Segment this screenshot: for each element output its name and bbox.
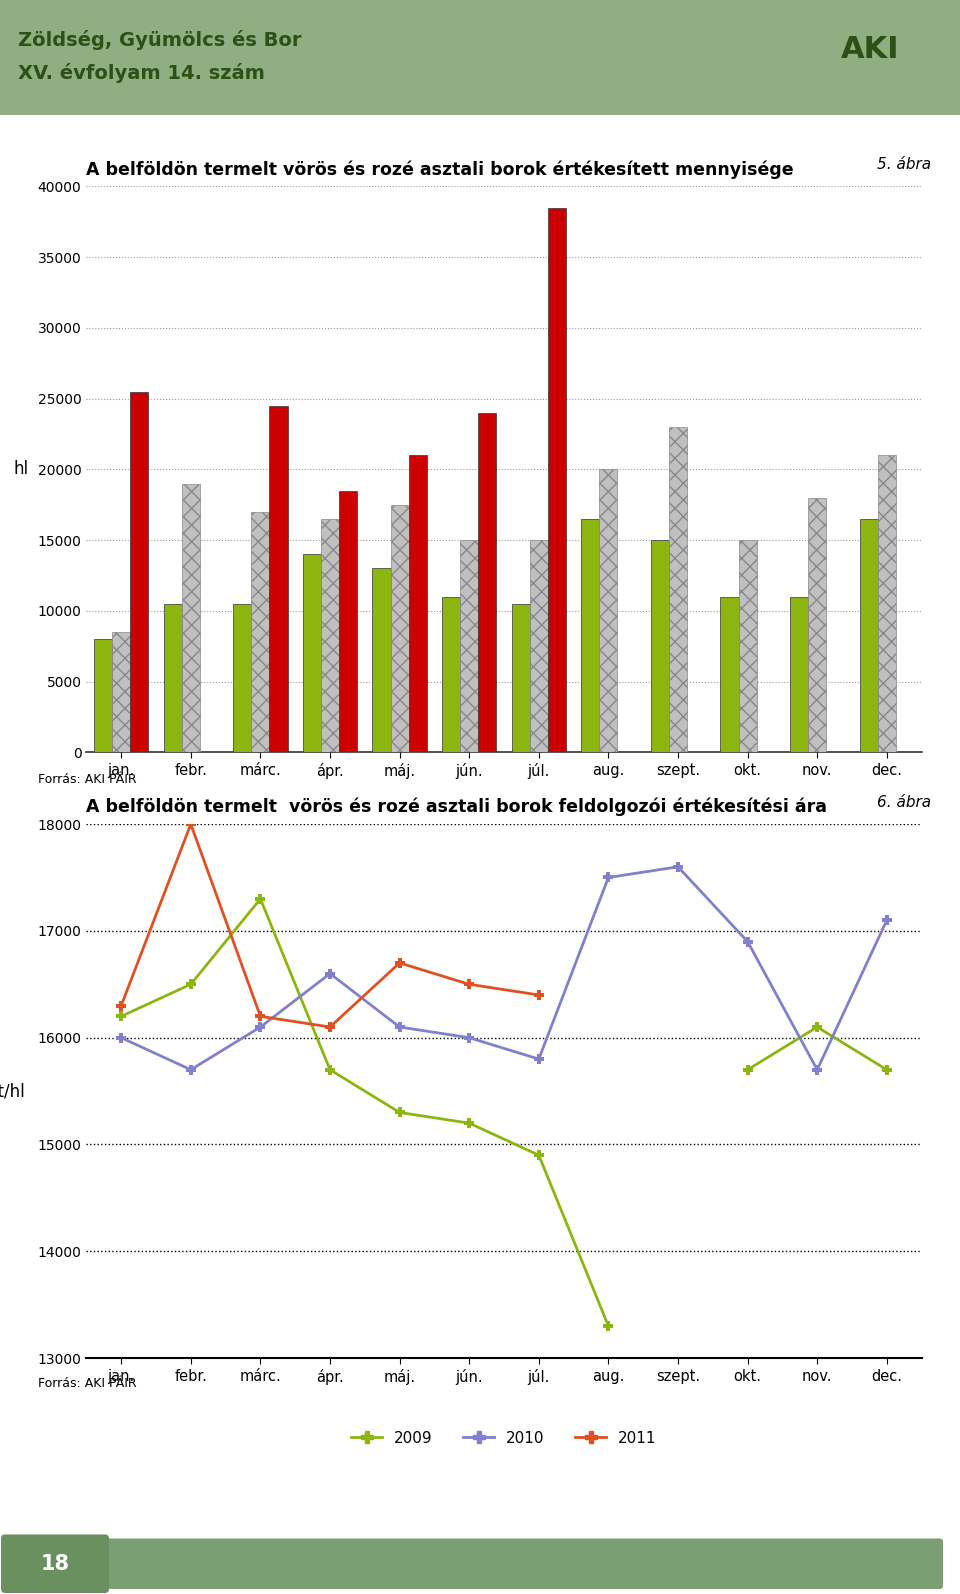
Bar (720, 596, 738, 752)
2010 (881, 910, 893, 929)
2011 (394, 953, 405, 972)
2009 (533, 1146, 544, 1165)
Bar (442, 596, 460, 752)
Bar (163, 604, 181, 752)
2010 (672, 858, 684, 877)
2010 (115, 1028, 127, 1047)
Text: Forrás: AKI PÁIR: Forrás: AKI PÁIR (38, 773, 137, 786)
Text: 6. ábra: 6. ábra (877, 795, 931, 810)
FancyBboxPatch shape (715, 0, 960, 118)
2010 (464, 1028, 475, 1047)
Bar (302, 555, 321, 752)
Y-axis label: hl: hl (13, 461, 29, 478)
Text: 5. ábra: 5. ábra (877, 158, 931, 172)
Bar (391, 505, 409, 752)
Bar (790, 596, 808, 752)
Bar (859, 520, 877, 752)
Bar (270, 406, 288, 752)
2009 (324, 1060, 336, 1079)
2011 (533, 985, 544, 1004)
2009 (115, 1007, 127, 1027)
Bar (738, 540, 756, 752)
2009 (254, 889, 266, 909)
Text: 18: 18 (40, 1554, 69, 1573)
Y-axis label: Ft/hl: Ft/hl (0, 1082, 25, 1100)
Bar (512, 604, 530, 752)
Bar (409, 456, 427, 752)
Bar (112, 633, 131, 752)
Bar (233, 604, 252, 752)
Bar (460, 540, 478, 752)
2010 (533, 1049, 544, 1068)
Text: XV. évfolyam 14. szám: XV. évfolyam 14. szám (18, 62, 265, 83)
Text: Forrás: AKI PÁIR: Forrás: AKI PÁIR (38, 1377, 137, 1390)
2010 (603, 867, 614, 886)
FancyBboxPatch shape (1, 1535, 109, 1592)
2009 (185, 974, 197, 995)
Bar (669, 427, 687, 752)
Bar (252, 512, 270, 752)
Bar (321, 520, 339, 752)
Line: 2009: 2009 (116, 894, 613, 1331)
Legend: 2009, 2010, 2011: 2009, 2010, 2011 (369, 824, 639, 853)
Bar (548, 207, 566, 752)
Text: AKI: AKI (841, 35, 900, 64)
Line: 2011: 2011 (116, 819, 543, 1031)
Text: A belföldön termelt vörös és rozé asztali borok értékesített mennyisége: A belföldön termelt vörös és rozé asztal… (86, 159, 794, 179)
2010 (742, 932, 754, 952)
Bar (94, 639, 112, 752)
Bar (581, 520, 599, 752)
2010 (185, 1060, 197, 1079)
2009 (603, 1317, 614, 1336)
Bar (530, 540, 548, 752)
2011 (254, 1007, 266, 1027)
2011 (185, 815, 197, 834)
2011 (464, 974, 475, 995)
Bar (181, 483, 200, 752)
Legend: 2009, 2010, 2011: 2009, 2010, 2011 (346, 1425, 662, 1452)
2010 (254, 1017, 266, 1036)
FancyBboxPatch shape (67, 1538, 943, 1589)
2009 (394, 1103, 405, 1122)
2010 (394, 1017, 405, 1036)
Bar (131, 392, 149, 752)
Bar (372, 569, 391, 752)
2011 (115, 996, 127, 1015)
2011 (324, 1017, 336, 1036)
2010 (324, 964, 336, 983)
Bar (808, 497, 827, 752)
Bar (599, 470, 617, 752)
Bar (651, 540, 669, 752)
Text: Zöldség, Gyümölcs és Bor: Zöldség, Gyümölcs és Bor (18, 30, 301, 49)
Bar (877, 456, 896, 752)
Bar (339, 491, 357, 752)
FancyBboxPatch shape (0, 0, 737, 118)
2010 (811, 1060, 823, 1079)
Bar (478, 413, 496, 752)
2009 (464, 1114, 475, 1133)
Text: A belföldön termelt  vörös és rozé asztali borok feldolgozói értékesítési ára: A belföldön termelt vörös és rozé asztal… (86, 797, 828, 816)
Line: 2010: 2010 (116, 862, 892, 1074)
